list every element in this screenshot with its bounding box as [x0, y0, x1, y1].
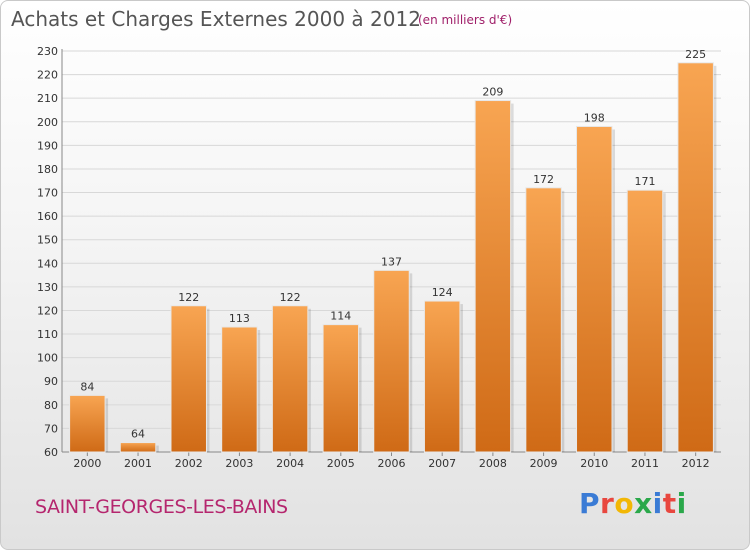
chart-title: Achats et Charges Externes 2000 à 2012 [11, 7, 421, 31]
y-tick-label: 80 [44, 399, 58, 412]
y-tick-label: 180 [37, 163, 58, 176]
y-tick-label: 210 [37, 92, 58, 105]
y-tick-label: 140 [37, 257, 58, 270]
logo-letter: x [634, 487, 653, 520]
logo-letter: r [600, 487, 615, 520]
y-tick-label: 90 [44, 375, 58, 388]
y-tick-label: 110 [37, 328, 58, 341]
value-label: 113 [229, 312, 250, 325]
x-tick-label: 2006 [378, 457, 406, 470]
y-tick-label: 60 [44, 446, 58, 459]
logo-letter: i [652, 487, 663, 520]
labels: 60 70 80 90 100 110 120 130 140 150 160 170 180 190 20… [37, 45, 710, 470]
bar-2005 [322, 324, 360, 453]
x-tick-label: 2003 [225, 457, 253, 470]
value-label: 198 [584, 111, 605, 124]
value-label: 114 [330, 310, 351, 323]
x-tick-label: 2007 [428, 457, 456, 470]
bars [69, 62, 717, 453]
bar-2006 [373, 269, 410, 453]
bar-2004 [271, 305, 309, 453]
bar-2010 [576, 125, 613, 453]
y-tick-label: 130 [37, 281, 58, 294]
y-tick-label: 100 [37, 352, 58, 365]
x-tick-label: 2011 [631, 457, 659, 470]
logo-letter: t [662, 487, 677, 520]
value-label: 172 [533, 173, 554, 186]
logo-letter: P [579, 487, 601, 520]
x-tick-label: 2012 [682, 457, 710, 470]
bar-2002 [170, 305, 207, 453]
chart-subtitle: (en milliers d'€) [418, 13, 513, 27]
value-label: 209 [482, 86, 503, 99]
bar-2007 [423, 300, 461, 453]
bar-2008 [474, 100, 512, 453]
value-label: 124 [432, 286, 453, 299]
y-tick-label: 150 [37, 234, 58, 247]
x-tick-label: 2001 [124, 457, 152, 470]
y-tick-label: 170 [37, 187, 58, 200]
value-label: 84 [80, 380, 94, 393]
y-tick-label: 220 [37, 69, 58, 82]
y-tick-label: 190 [37, 139, 58, 152]
x-tick-label: 2000 [73, 457, 101, 470]
y-tick-label: 120 [37, 304, 58, 317]
x-tick-label: 2009 [530, 457, 558, 470]
bar-2011 [626, 189, 664, 453]
y-tick-label: 200 [37, 116, 58, 129]
bar-2012 [677, 62, 714, 453]
proxiti-logo[interactable]: Proxiti [579, 487, 687, 520]
value-label: 137 [381, 255, 402, 268]
x-tick-label: 2010 [580, 457, 608, 470]
y-tick-label: 230 [37, 45, 58, 58]
y-tick-label: 160 [37, 210, 58, 223]
value-label: 122 [280, 291, 301, 304]
x-tick-label: 2004 [276, 457, 304, 470]
x-tick-label: 2005 [327, 457, 355, 470]
y-tick-label: 70 [44, 422, 58, 435]
x-tick-label: 2008 [479, 457, 507, 470]
logo-letter: i [676, 487, 687, 520]
value-label: 225 [685, 48, 706, 61]
value-label: 122 [178, 291, 199, 304]
logo-letter: o [614, 487, 635, 520]
city-name: SAINT-GEORGES-LES-BAINS [35, 496, 288, 518]
bar-2000 [69, 394, 106, 453]
x-tick-label: 2002 [175, 457, 203, 470]
bar-2009 [525, 187, 562, 453]
value-label: 171 [634, 175, 655, 188]
value-label: 64 [131, 428, 145, 441]
bar-2001 [119, 442, 157, 453]
bar-2003 [221, 326, 258, 453]
